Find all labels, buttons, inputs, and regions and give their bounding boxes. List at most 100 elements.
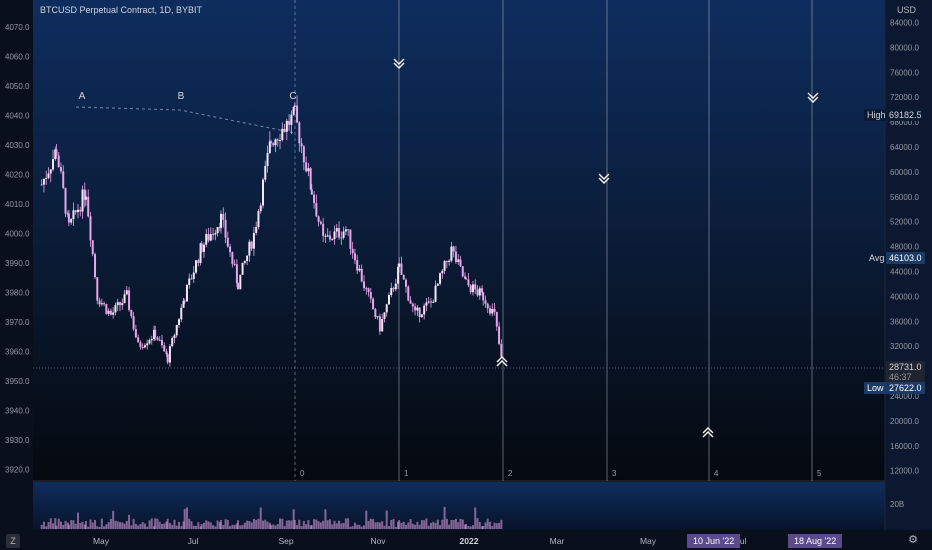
- candle-body: [199, 243, 202, 263]
- volume-bar: [310, 524, 313, 529]
- volume-bar: [443, 506, 446, 529]
- volume-bar: [467, 526, 470, 529]
- candle-body: [476, 289, 479, 296]
- left-axis-tick-label: 3980.0: [5, 289, 30, 298]
- candle-body: [347, 229, 350, 231]
- volume-bars: [40, 506, 503, 529]
- volume-bar: [365, 510, 368, 529]
- right-axis-tick-label: 64000.0: [890, 143, 919, 152]
- left-axis-ticks: 4070.0 4060.0 4050.0 4040.0 4030.0 4020.0 4010…: [5, 23, 30, 475]
- settings-gear-icon[interactable]: ⚙: [908, 534, 918, 546]
- candle-body: [200, 243, 203, 252]
- volume-bar: [233, 524, 236, 529]
- candle-body: [416, 307, 419, 311]
- candle-body: [387, 295, 390, 305]
- candle-body: [283, 128, 286, 132]
- candle-body: [262, 179, 264, 206]
- volume-bar: [409, 519, 412, 529]
- volume-bar: [139, 524, 142, 529]
- volume-bar: [241, 524, 244, 529]
- volume-bar: [89, 519, 92, 529]
- candle-body: [89, 216, 92, 241]
- volume-bar: [495, 523, 498, 529]
- candle-body: [378, 316, 381, 332]
- timezone-button[interactable]: Z: [6, 534, 20, 548]
- candle-body: [356, 260, 359, 271]
- volume-bar: [322, 520, 325, 529]
- volume-bar: [160, 523, 163, 529]
- volume-bar: [45, 526, 48, 529]
- volume-bar: [402, 521, 405, 529]
- volume-bar: [276, 524, 279, 529]
- volume-bar: [500, 519, 503, 529]
- volume-bar: [64, 520, 67, 529]
- left-axis-tick-label: 4010.0: [5, 200, 30, 209]
- volume-bar: [141, 522, 144, 529]
- candle-body: [326, 235, 329, 237]
- candle-body: [212, 234, 215, 236]
- left-axis-tick-label: 3930.0: [5, 436, 30, 445]
- candle-body: [45, 177, 48, 179]
- volume-bar: [59, 521, 62, 529]
- volume-bar: [374, 522, 377, 529]
- candle-body: [158, 339, 161, 341]
- volume-bar: [66, 522, 69, 529]
- candle-body: [57, 155, 60, 168]
- volume-bar: [338, 520, 341, 529]
- candle-body: [454, 251, 457, 262]
- candle-body: [239, 274, 242, 290]
- volume-bar: [269, 524, 272, 529]
- volume-bar: [397, 521, 400, 529]
- volume-bar: [416, 521, 419, 529]
- volume-bar: [452, 520, 455, 529]
- volume-bar: [268, 522, 271, 529]
- volume-bar: [202, 522, 205, 529]
- volume-bar: [74, 523, 77, 529]
- volume-bar: [148, 520, 151, 529]
- volume-bar: [288, 520, 291, 529]
- volume-bar: [319, 522, 322, 529]
- volume-bar: [342, 522, 345, 529]
- candle-body: [141, 347, 144, 349]
- volume-bar: [52, 523, 55, 529]
- volume-bar: [188, 518, 191, 529]
- volume-bar: [398, 520, 401, 529]
- left-axis-tick-label: 3970.0: [5, 318, 30, 327]
- avg-label: Avg: [866, 252, 888, 264]
- candle-body: [445, 260, 448, 263]
- candle-body: [156, 337, 159, 340]
- candle-body: [79, 209, 82, 212]
- volume-bar: [429, 522, 432, 529]
- candle-body: [146, 343, 149, 346]
- volume-bar: [222, 524, 225, 529]
- candle-body: [81, 189, 84, 212]
- candle-body: [471, 284, 474, 293]
- candle-body: [67, 213, 70, 223]
- volume-bar: [40, 524, 43, 529]
- candle-body: [214, 233, 217, 235]
- volume-bar: [153, 526, 156, 529]
- candle-body: [166, 354, 169, 363]
- candle-body: [168, 346, 171, 363]
- candle-body: [224, 219, 227, 238]
- candle-body: [274, 139, 277, 146]
- volume-bar: [183, 508, 186, 529]
- volume-bar: [165, 521, 168, 529]
- candle-body: [452, 246, 455, 252]
- volume-bar: [307, 520, 310, 529]
- volume-bar: [493, 522, 496, 529]
- volume-bar: [154, 518, 157, 529]
- candle-body: [420, 314, 423, 318]
- candle-body: [344, 229, 347, 232]
- volume-bar: [445, 518, 448, 529]
- chart-title: BTCUSD Perpetual Contract, 1D, BYBIT: [40, 5, 203, 15]
- volume-bar: [489, 521, 491, 529]
- right-axis-tick-label: 76000.0: [890, 68, 919, 77]
- chart-pane[interactable]: [33, 0, 885, 481]
- right-axis-ticks: 84000.0 80000.0 76000.0 72000.0 68000.0 64000…: [890, 19, 919, 510]
- right-axis: [885, 0, 932, 530]
- candle-body: [376, 316, 379, 318]
- volume-bar: [434, 522, 437, 529]
- volume-bar: [360, 526, 363, 529]
